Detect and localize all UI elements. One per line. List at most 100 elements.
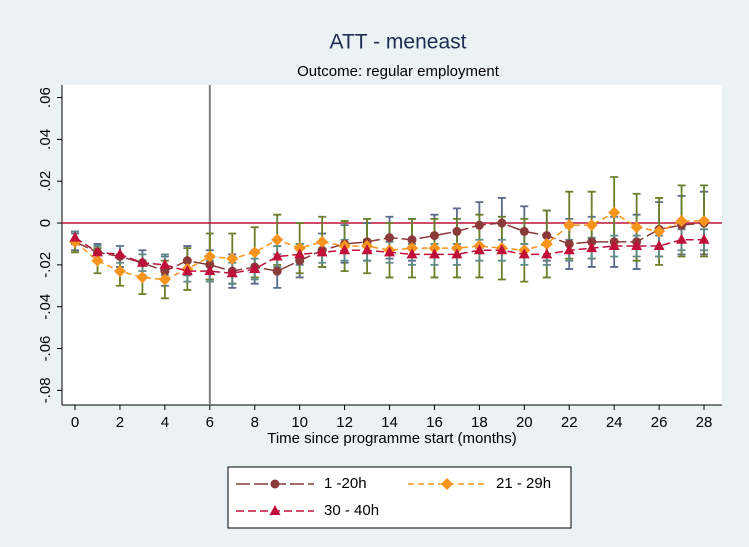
data-point (226, 267, 238, 278)
data-point (518, 248, 530, 259)
x-tick-label: 12 (336, 414, 353, 431)
legend-marker (441, 478, 453, 490)
data-point (542, 231, 552, 241)
data-point (698, 214, 711, 227)
x-tick-label: 10 (291, 414, 308, 431)
data-point (428, 248, 440, 259)
data-point (114, 248, 126, 259)
chart-title: ATT - meneast (330, 31, 467, 54)
y-tick-label: -.02 (37, 252, 54, 278)
data-point (384, 246, 396, 257)
x-tick-label: 0 (71, 414, 79, 431)
data-point (271, 233, 284, 246)
data-point (450, 242, 463, 255)
x-tick-label: 8 (251, 414, 259, 431)
data-point (316, 235, 329, 248)
x-tick-label: 4 (161, 414, 169, 431)
data-point (563, 219, 576, 232)
data-point (608, 206, 621, 219)
data-point (316, 246, 328, 257)
x-tick-label: 26 (651, 414, 668, 431)
x-axis-title: Time since programme start (months) (267, 430, 517, 447)
data-point (585, 219, 598, 232)
data-point (293, 242, 306, 255)
chart-subtitle: Outcome: regular employment (297, 63, 500, 80)
data-point (631, 240, 643, 251)
data-point (272, 266, 282, 276)
x-tick-label: 20 (516, 414, 533, 431)
data-point (587, 237, 597, 247)
y-tick-label: -.08 (37, 377, 54, 403)
data-point (653, 225, 666, 238)
data-point (564, 239, 574, 249)
x-tick-label: 22 (561, 414, 578, 431)
data-point (385, 233, 395, 243)
y-tick-label: -.06 (37, 336, 54, 362)
data-point (182, 256, 192, 266)
data-point (204, 265, 216, 276)
data-point (496, 244, 508, 255)
legend-label: 30 - 40h (324, 502, 379, 519)
y-tick-label: .06 (37, 87, 54, 108)
data-point (698, 233, 710, 244)
data-point (158, 273, 171, 286)
data-point (541, 248, 553, 259)
data-point (608, 240, 620, 251)
data-point (675, 214, 688, 227)
data-point (586, 242, 598, 253)
data-point (136, 256, 148, 267)
data-point (160, 266, 170, 276)
x-tick-label: 28 (696, 414, 713, 431)
data-point (113, 265, 126, 278)
legend-marker (270, 479, 280, 489)
data-point (452, 226, 462, 236)
data-point (451, 248, 463, 259)
data-point (205, 260, 215, 270)
data-point (473, 244, 485, 255)
y-tick-label: -.04 (37, 294, 54, 320)
data-point (429, 231, 439, 241)
x-tick-label: 2 (116, 414, 124, 431)
data-point (69, 231, 81, 242)
x-tick-label: 6 (206, 414, 214, 431)
legend-label: 21 - 29h (496, 475, 551, 492)
data-point (136, 271, 149, 284)
data-point (249, 263, 261, 274)
data-point (540, 237, 553, 250)
data-point (676, 233, 688, 244)
data-point (428, 242, 441, 255)
x-tick-label: 18 (471, 414, 488, 431)
data-point (339, 244, 351, 255)
data-point (407, 235, 417, 245)
y-tick-label: .02 (37, 171, 54, 192)
y-tick-label: .04 (37, 129, 54, 150)
data-point (405, 242, 418, 255)
x-tick-label: 16 (426, 414, 443, 431)
data-point (630, 221, 643, 234)
legend-label: 1 -20h (324, 475, 367, 492)
y-tick-label: 0 (37, 219, 54, 227)
data-point (159, 258, 171, 269)
x-tick-label: 24 (606, 414, 623, 431)
data-point (91, 254, 104, 267)
data-point (406, 248, 418, 259)
x-tick-label: 14 (381, 414, 398, 431)
legend (227, 466, 572, 529)
data-point (181, 265, 193, 276)
data-point (294, 248, 306, 259)
data-point (226, 252, 239, 265)
data-point (497, 218, 507, 228)
data-point (91, 246, 103, 257)
data-point (563, 244, 575, 255)
legend-marker (269, 505, 281, 515)
plot-area (62, 85, 722, 405)
data-point (653, 240, 665, 251)
data-point (295, 256, 305, 266)
data-point (271, 250, 283, 261)
data-point (474, 220, 484, 230)
data-point (203, 250, 216, 263)
data-point (248, 246, 261, 259)
data-point (519, 226, 529, 236)
data-point (361, 244, 373, 255)
